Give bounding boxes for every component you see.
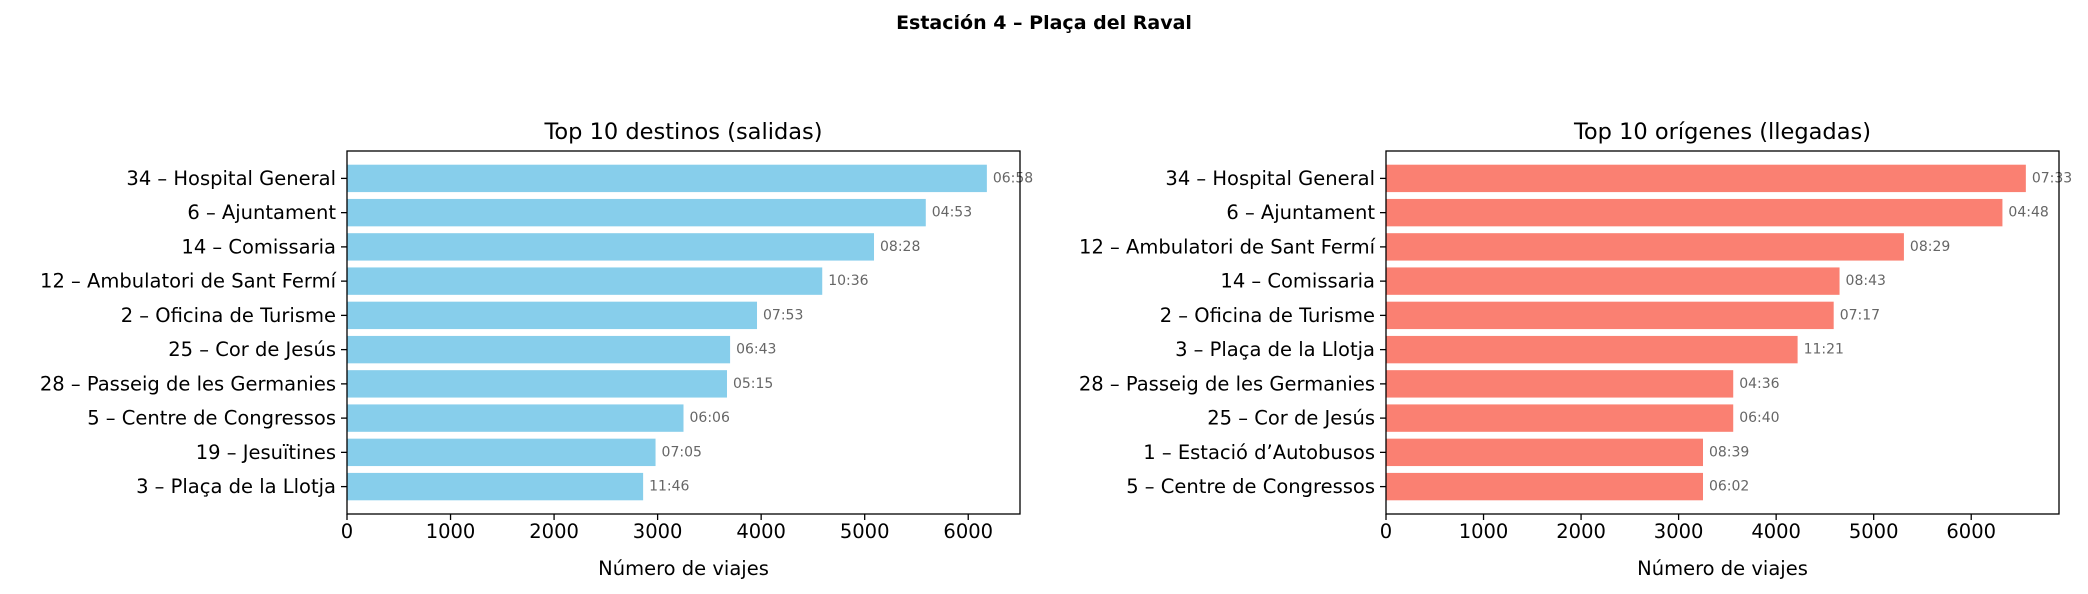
figure-title: Estación 4 – Plaça del Raval	[896, 12, 1192, 34]
left-category-label: 34 – Hospital General	[126, 167, 336, 190]
right-duration-label: 08:29	[1910, 239, 1950, 255]
left-duration-label: 06:58	[993, 170, 1033, 186]
right-category-label: 34 – Hospital General	[1165, 167, 1375, 190]
right-bar	[1386, 164, 2026, 193]
left-duration-label: 10:36	[828, 273, 868, 289]
right-xtick-label: 4000	[1751, 520, 1801, 543]
left-category-label: 2 – Oficina de Turisme	[121, 304, 336, 327]
left-category-label: 28 – Passeig de les Germanies	[40, 372, 336, 395]
right-axes-frame	[1385, 150, 2060, 515]
right-xtick-label: 1000	[1459, 520, 1509, 543]
right-duration-label: 07:33	[2032, 170, 2072, 186]
right-duration-label: 04:48	[2008, 205, 2048, 221]
right-xtick-label: 6000	[1946, 520, 1996, 543]
left-category-label: 5 – Centre de Congressos	[87, 407, 336, 430]
right-xtick-label: 5000	[1849, 520, 1899, 543]
right-category-label: 14 – Comissaria	[1220, 270, 1375, 293]
right-xtick-label: 2000	[1556, 520, 1606, 543]
right-category-label: 5 – Centre de Congressos	[1126, 475, 1375, 498]
left-bar	[347, 301, 758, 330]
left-category-label: 14 – Comissaria	[181, 235, 336, 258]
right-chart-title: Top 10 orígenes (llegadas)	[1573, 119, 1871, 145]
left-bar	[347, 164, 987, 193]
right-category-label: 6 – Ajuntament	[1226, 201, 1375, 224]
right-category-label: 3 – Plaça de la Llotja	[1175, 338, 1375, 361]
left-category-label: 3 – Plaça de la Llotja	[136, 475, 336, 498]
left-duration-label: 07:05	[662, 444, 702, 460]
right-bar	[1386, 404, 1734, 432]
right-bar	[1386, 335, 1798, 364]
right-category-label: 25 – Cor de Jesús	[1207, 407, 1375, 430]
left-xtick-label: 4000	[736, 520, 786, 543]
right-xtick-label: 3000	[1654, 520, 1704, 543]
right-bar	[1386, 198, 2003, 227]
right-duration-label: 06:02	[1709, 479, 1749, 495]
left-duration-label: 07:53	[763, 307, 803, 323]
left-bar	[347, 198, 926, 227]
right-bar	[1386, 233, 1904, 261]
left-xtick-label: 1000	[426, 520, 476, 543]
left-bar	[347, 472, 644, 501]
left-xtick-label: 5000	[840, 520, 890, 543]
left-duration-label: 11:46	[649, 479, 689, 495]
left-duration-label: 06:43	[736, 342, 776, 358]
right-duration-label: 04:36	[1739, 376, 1779, 392]
left-duration-label: 04:53	[932, 205, 972, 221]
right-bar	[1386, 438, 1703, 467]
right-bar	[1386, 472, 1703, 501]
left-xtick-label: 2000	[529, 520, 579, 543]
right-bar	[1386, 301, 1834, 330]
left-category-label: 25 – Cor de Jesús	[168, 338, 336, 361]
right-duration-label: 11:21	[1804, 342, 1844, 358]
right-duration-label: 08:43	[1846, 273, 1886, 289]
left-bar	[347, 267, 823, 295]
right-x-axis-label: Número de viajes	[1637, 557, 1808, 580]
left-xtick-label: 6000	[943, 520, 993, 543]
left-bar	[347, 335, 731, 364]
right-category-label: 2 – Oficina de Turisme	[1160, 304, 1375, 327]
right-duration-label: 08:39	[1709, 444, 1749, 460]
left-xtick-label: 3000	[633, 520, 683, 543]
left-bar	[347, 438, 656, 467]
left-xtick-label: 0	[341, 520, 353, 543]
left-x-axis-label: Número de viajes	[598, 557, 769, 580]
right-bar	[1386, 370, 1734, 398]
right-duration-label: 06:40	[1739, 410, 1779, 426]
left-duration-label: 06:06	[690, 410, 730, 426]
left-bar	[347, 233, 875, 261]
left-axes-frame	[346, 150, 1021, 515]
left-category-label: 6 – Ajuntament	[187, 201, 336, 224]
left-category-label: 12 – Ambulatori de Sant Fermí	[40, 270, 337, 293]
left-category-label: 19 – Jesuïtines	[196, 441, 336, 464]
right-xtick-label: 0	[1380, 520, 1392, 543]
right-category-label: 12 – Ambulatori de Sant Fermí	[1079, 235, 1376, 258]
left-duration-label: 05:15	[733, 376, 773, 392]
right-duration-label: 07:17	[1840, 307, 1880, 323]
left-duration-label: 08:28	[880, 239, 920, 255]
left-bar	[347, 404, 684, 432]
left-chart-title: Top 10 destinos (salidas)	[543, 119, 822, 145]
right-bar	[1386, 267, 1840, 295]
left-bar	[347, 370, 727, 398]
right-category-label: 1 – Estació d’Autobusos	[1143, 441, 1375, 464]
right-category-label: 28 – Passeig de les Germanies	[1079, 372, 1375, 395]
